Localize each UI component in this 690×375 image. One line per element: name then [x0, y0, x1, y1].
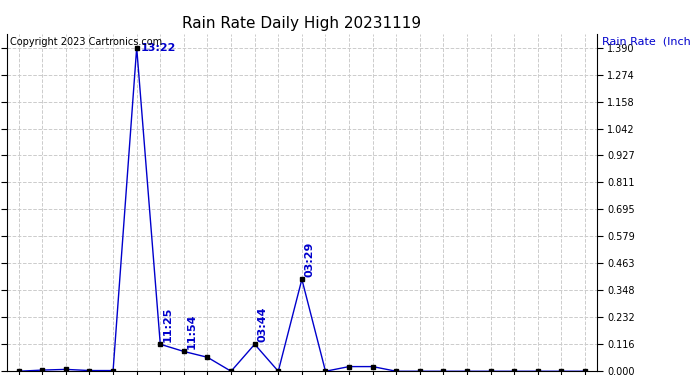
Text: 11:54: 11:54	[186, 314, 196, 349]
Text: 03:29: 03:29	[304, 242, 314, 277]
Title: Rain Rate Daily High 20231119: Rain Rate Daily High 20231119	[182, 16, 422, 31]
Text: Copyright 2023 Cartronics.com: Copyright 2023 Cartronics.com	[10, 36, 161, 46]
Text: 11:25: 11:25	[163, 306, 172, 342]
Text: Rain Rate  (Inches/Hour): Rain Rate (Inches/Hour)	[602, 36, 690, 46]
Text: 13:22: 13:22	[140, 43, 175, 53]
Text: 03:44: 03:44	[257, 306, 267, 342]
